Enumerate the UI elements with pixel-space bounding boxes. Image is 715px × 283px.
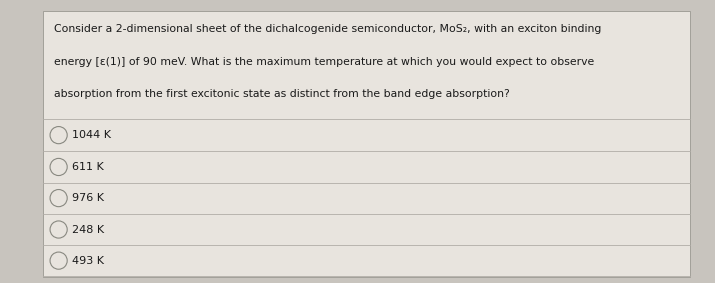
- Text: 976 K: 976 K: [72, 193, 104, 203]
- Text: 1044 K: 1044 K: [72, 130, 111, 140]
- Text: absorption from the first excitonic state as distinct from the band edge absorpt: absorption from the first excitonic stat…: [54, 89, 509, 99]
- Text: 248 K: 248 K: [72, 224, 104, 235]
- Text: Consider a 2-dimensional sheet of the dichalcogenide semiconductor, MoS₂, with a: Consider a 2-dimensional sheet of the di…: [54, 24, 601, 34]
- FancyBboxPatch shape: [43, 11, 690, 277]
- Text: 611 K: 611 K: [72, 162, 103, 172]
- Text: energy [ε(1)] of 90 meV. What is the maximum temperature at which you would expe: energy [ε(1)] of 90 meV. What is the max…: [54, 57, 594, 67]
- Text: 493 K: 493 K: [72, 256, 104, 266]
